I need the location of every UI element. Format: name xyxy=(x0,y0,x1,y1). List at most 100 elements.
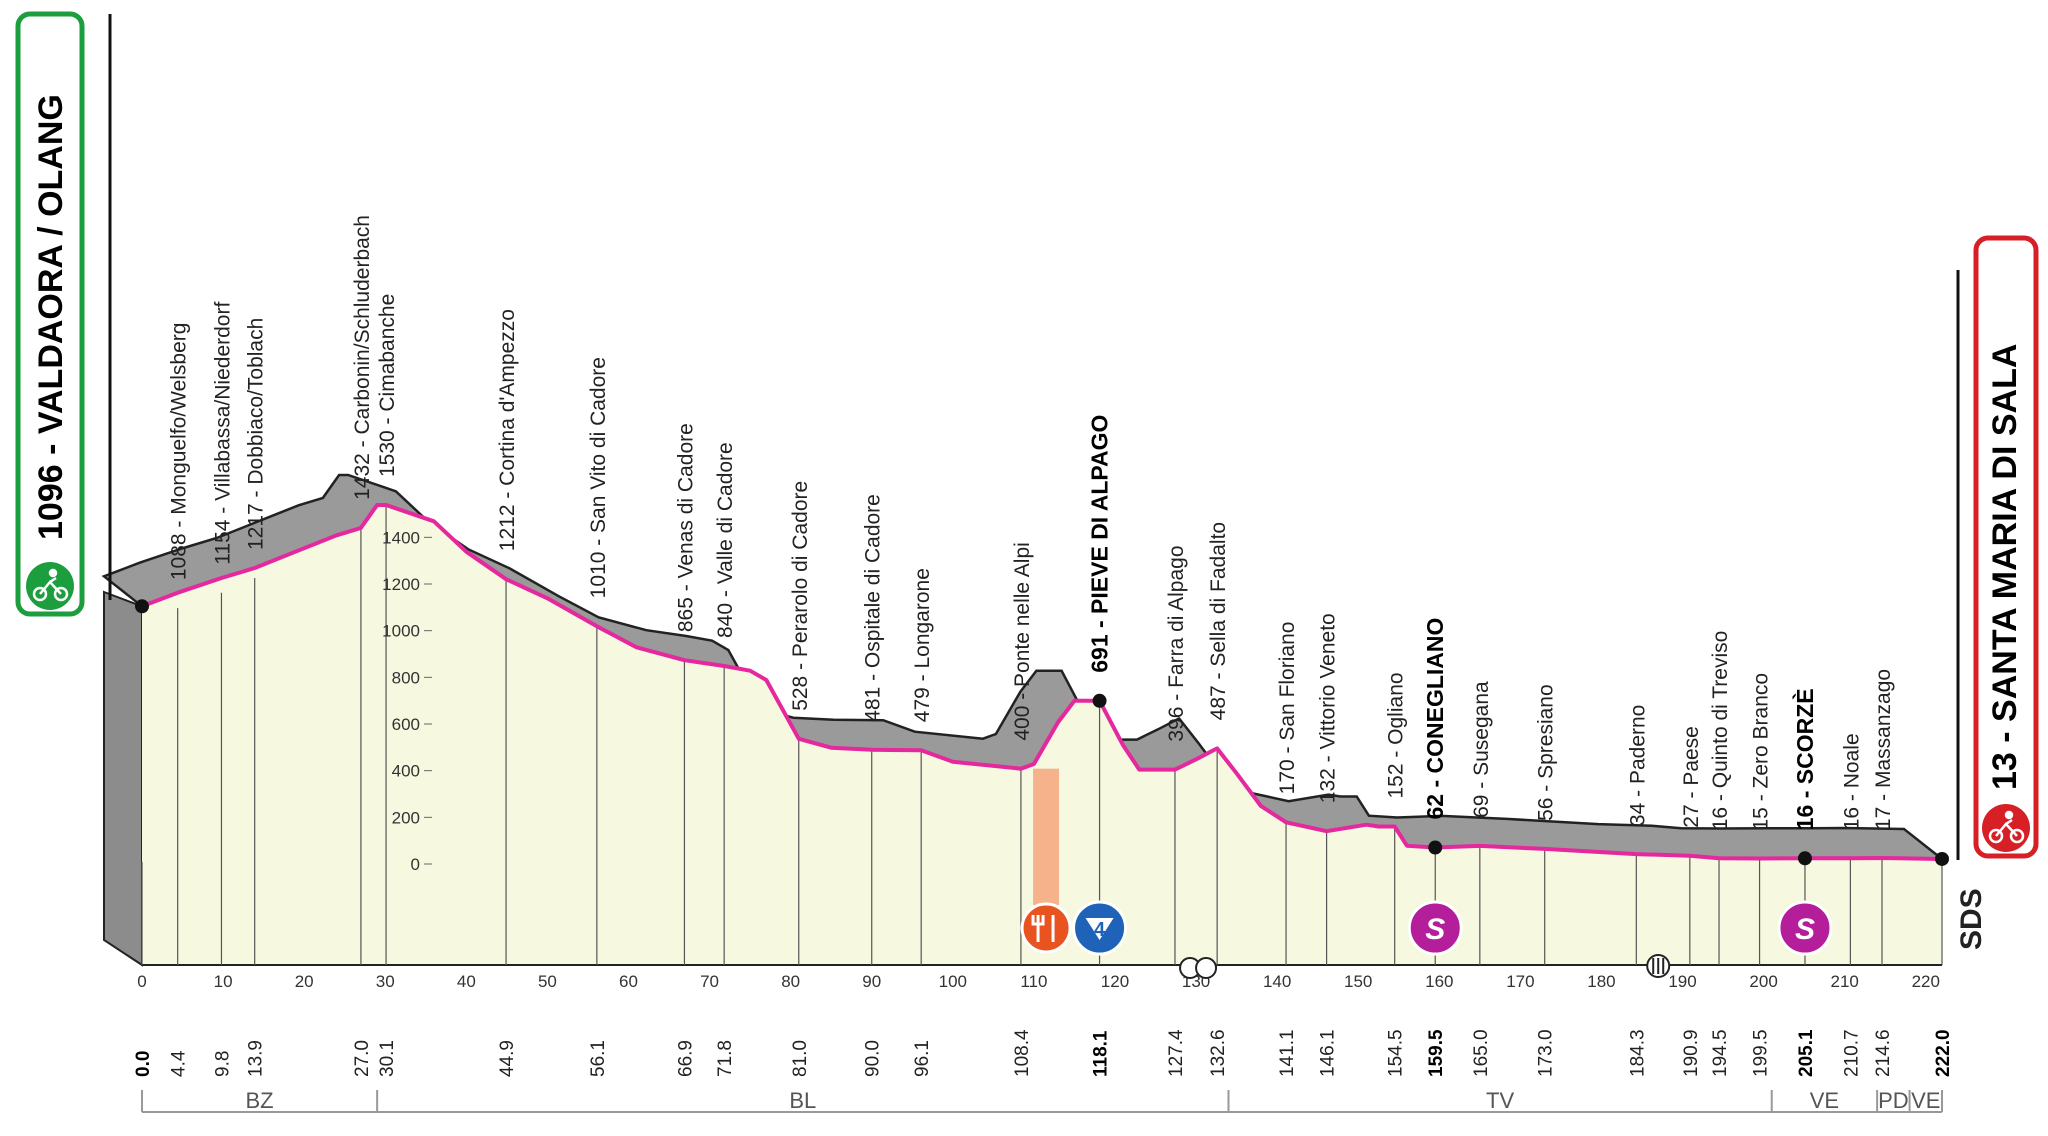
km-label: 127.4 xyxy=(1166,1029,1187,1077)
km-label: 165.0 xyxy=(1471,1029,1492,1077)
waypoint-label: 34 - Paderno xyxy=(1626,705,1649,826)
waypoint-label: 56 - Spresiano xyxy=(1535,684,1558,821)
x-tick-label: 150 xyxy=(1344,972,1372,991)
waypoint-label: 1154 - Villabassa/Niederdorf xyxy=(211,302,234,565)
km-label: 184.3 xyxy=(1627,1029,1648,1077)
start-box xyxy=(15,11,85,617)
profile-line-layer xyxy=(135,503,1949,866)
rail-glyph xyxy=(1652,958,1665,974)
sprint-icon xyxy=(1407,900,1463,956)
waypoint-label: 1217 - Dobbiaco/Toblach xyxy=(245,318,268,550)
waypoint-label: 152 - Ogliano xyxy=(1385,672,1408,798)
region-label: TV xyxy=(1486,1088,1514,1113)
feed-zone-band xyxy=(1033,768,1060,905)
y-tick-label: 400 xyxy=(392,762,420,781)
km-label: 210.7 xyxy=(1841,1029,1862,1077)
waypoint-label: 170 - San Floriano xyxy=(1276,622,1299,795)
y-tick-label: 1000 xyxy=(382,622,420,641)
y-tick-label: 200 xyxy=(392,808,420,827)
region-label: BL xyxy=(789,1088,816,1113)
km-label: 214.6 xyxy=(1873,1029,1894,1077)
profile-left-wall xyxy=(103,590,143,967)
region-label: BZ xyxy=(246,1088,274,1113)
waypoint-label: 481 - Ospitale di Cadore xyxy=(862,494,885,722)
km-label: 71.8 xyxy=(715,1040,736,1077)
x-tick-label: 180 xyxy=(1587,972,1615,991)
start-banner: 1096 - VALDAORA / OLANG xyxy=(15,11,85,617)
y-tick-label: 600 xyxy=(392,715,420,734)
waypoint-label: 691 - PIEVE DI ALPAGO xyxy=(1087,415,1113,673)
cyclist-glyph-finish xyxy=(1988,810,2025,844)
region-label: VE xyxy=(1810,1088,1839,1113)
waypoint-label: 528 - Perarolo di Cadore xyxy=(789,481,812,711)
y-tick-label: 800 xyxy=(392,668,420,687)
waypoint-label: 1530 - Cimabanche xyxy=(376,294,399,477)
y-tick-label: 0 xyxy=(411,855,420,874)
sds-logo: SDS xyxy=(1955,888,1988,950)
sprint-label: S xyxy=(1425,913,1445,946)
km-label: 222.0 xyxy=(1933,1029,1954,1077)
km-label: 159.5 xyxy=(1426,1029,1447,1077)
km-label: 154.5 xyxy=(1386,1029,1407,1077)
km-label: 4.4 xyxy=(169,1050,190,1077)
km-labels: 0.0 4.4 9.8 13.9 27.0 30.1 44.9 56.1 66.9 71.8 81.… xyxy=(133,1029,1954,1077)
x-tick-label: 20 xyxy=(295,972,314,991)
key-point-dot xyxy=(1092,693,1107,708)
km-label: 205.1 xyxy=(1796,1029,1817,1077)
finish-label: 13 - SANTA MARIA DI SALA xyxy=(1986,344,2024,790)
x-tick-label: 160 xyxy=(1425,972,1453,991)
x-tick-label: 200 xyxy=(1749,972,1777,991)
waypoint-label: 840 - Valle di Cadore xyxy=(714,442,737,638)
km-label: 81.0 xyxy=(790,1040,811,1077)
km-label: 0.0 xyxy=(133,1051,154,1077)
waypoint-label: 1432 - Carbonin/Schluderbach xyxy=(351,215,374,500)
x-tick-label: 0 xyxy=(137,972,146,991)
waypoint-label: 400 - Ponte nelle Alpi xyxy=(1011,542,1034,740)
x-tick-label: 30 xyxy=(376,972,395,991)
km-label: 108.4 xyxy=(1012,1029,1033,1077)
y-tick-label: 1200 xyxy=(382,575,420,594)
x-tick-label: 80 xyxy=(781,972,800,991)
waypoint-label: 69 - Susegana xyxy=(1470,681,1493,818)
km-label: 9.8 xyxy=(212,1051,233,1077)
x-tick-label: 120 xyxy=(1101,972,1129,991)
waypoint-label: 1088 - Monguelfo/Welsberg xyxy=(168,323,191,581)
x-tick-label: 50 xyxy=(538,972,557,991)
km-label: 118.1 xyxy=(1091,1030,1112,1077)
km-label: 66.9 xyxy=(675,1040,696,1077)
x-axis: 0 10 20 30 40 50 60 70 80 90 100 110 120 130 140 150 160… xyxy=(137,972,1940,991)
km-label: 146.1 xyxy=(1318,1029,1339,1077)
x-tick-label: 110 xyxy=(1020,972,1047,991)
climb-category-label: 4 xyxy=(1094,919,1106,941)
waypoint-label: 16 - SCORZÈ xyxy=(1791,688,1818,830)
km-label: 90.0 xyxy=(863,1040,884,1077)
waypoint-label: 1212 - Cortina d'Ampezzo xyxy=(496,309,519,551)
x-tick-label: 220 xyxy=(1912,972,1940,991)
sprint-label: S xyxy=(1795,913,1815,946)
x-tick-label: 140 xyxy=(1263,972,1291,991)
waypoint-label: 15 - Zero Branco xyxy=(1750,673,1773,831)
waypoint-label: 16 - Quinto di Treviso xyxy=(1709,631,1732,831)
waypoint-label: 62 - CONEGLIANO xyxy=(1422,618,1448,820)
finish-banner: 13 - SANTA MARIA DI SALA xyxy=(1973,235,2039,859)
start-label: 1096 - VALDAORA / OLANG xyxy=(32,94,70,540)
waypoint-label: 1010 - San Vito di Cadore xyxy=(587,357,610,598)
province-bar: BZ BL TV VE PD VE xyxy=(141,1088,1943,1113)
x-tick-label: 190 xyxy=(1668,972,1696,991)
x-tick-label: 70 xyxy=(700,972,719,991)
waypoint-labels: 1088 - Monguelfo/Welsberg 1154 - Villabas… xyxy=(168,215,1895,830)
x-tick-label: 210 xyxy=(1831,972,1859,991)
x-tick-label: 170 xyxy=(1506,972,1534,991)
km-label: 199.5 xyxy=(1751,1029,1772,1077)
finish-box xyxy=(1973,235,2039,859)
region-label: PD xyxy=(1878,1088,1909,1113)
waypoint-label: 396 - Farra di Alpago xyxy=(1165,545,1188,741)
x-tick-label: 90 xyxy=(862,972,881,991)
km-label: 96.1 xyxy=(912,1040,933,1077)
key-point-dot xyxy=(1428,840,1443,855)
waypoint-label: 865 - Venas di Cadore xyxy=(674,423,697,632)
finish-cycling-icon xyxy=(1982,804,2030,852)
waypoint-label: 17 - Massanzago xyxy=(1872,669,1895,830)
km-label: 13.9 xyxy=(246,1040,267,1077)
